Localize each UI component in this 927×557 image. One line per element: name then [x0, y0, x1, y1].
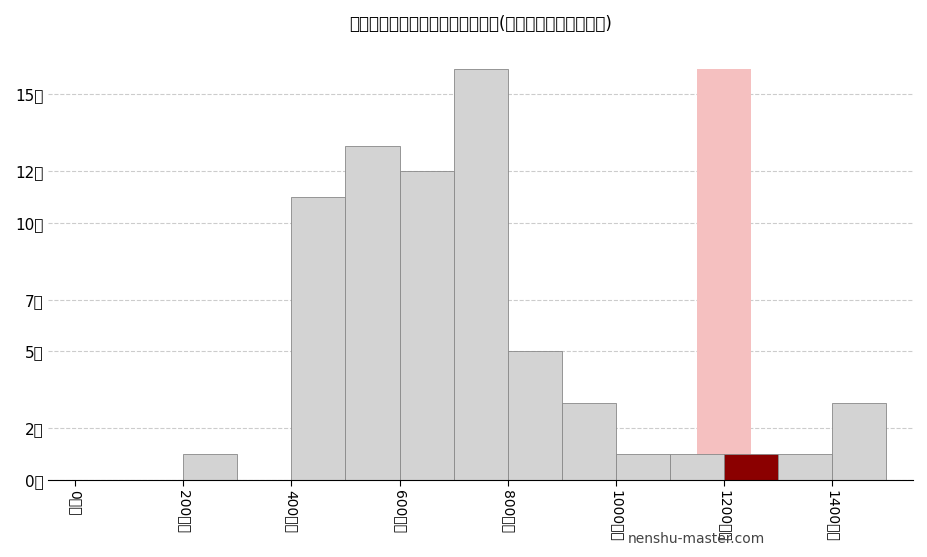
Bar — [453, 69, 507, 480]
Bar — [400, 172, 453, 480]
Bar — [777, 454, 831, 480]
Bar — [507, 351, 561, 480]
Bar — [696, 69, 750, 480]
Bar — [345, 146, 400, 480]
Bar — [561, 403, 616, 480]
Bar — [616, 454, 669, 480]
Bar — [291, 197, 345, 480]
Bar — [723, 454, 777, 480]
Title: 野村総合研究所の年収ポジション(コンサルティング業内): 野村総合研究所の年収ポジション(コンサルティング業内) — [349, 15, 612, 33]
Bar — [669, 454, 723, 480]
Text: nenshu-master.com: nenshu-master.com — [627, 532, 764, 546]
Bar — [184, 454, 237, 480]
Bar — [831, 403, 885, 480]
